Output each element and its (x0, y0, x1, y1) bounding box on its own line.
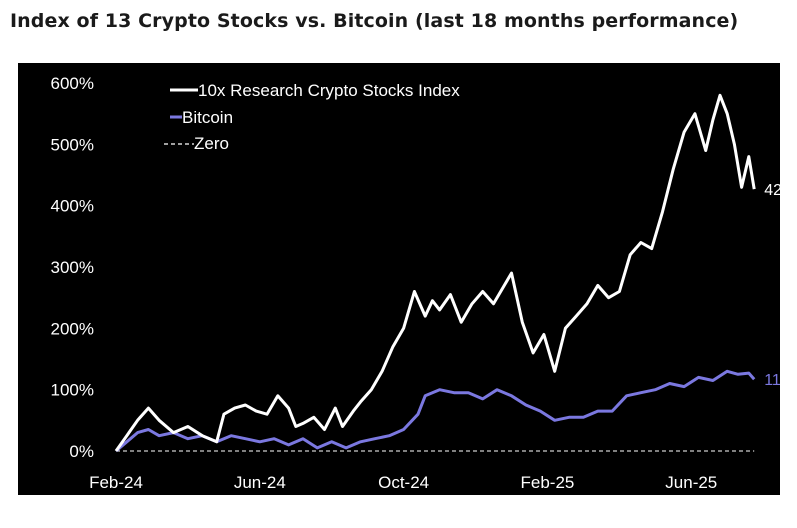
chart-panel: 0% 100% 200% 300% 400% 500% 600% Feb-24 Jun-24 O… (18, 63, 797, 495)
y-tick-label: 400% (51, 197, 94, 216)
y-tick-label: 100% (51, 381, 94, 400)
legend-zero-label: Zero (194, 134, 229, 153)
plot-area (114, 93, 756, 453)
legend: 10x Research Crypto Stocks Index Bitcoin… (164, 81, 460, 153)
x-tick-label: Jun-25 (665, 473, 717, 492)
x-tick-label: Jun-24 (234, 473, 286, 492)
bitcoin-end-label: 117% (764, 372, 780, 389)
index-line (114, 93, 756, 452)
y-tick-label: 500% (51, 135, 94, 154)
x-axis: Feb-24 Jun-24 Oct-24 Feb-25 Jun-25 (89, 473, 717, 492)
y-tick-label: 300% (51, 258, 94, 277)
y-tick-label: 0% (69, 442, 94, 461)
y-tick-label: 200% (51, 319, 94, 338)
x-tick-label: Oct-24 (378, 473, 429, 492)
y-tick-label: 600% (51, 74, 94, 93)
legend-bitcoin-label: Bitcoin (182, 108, 233, 127)
legend-index-label: 10x Research Crypto Stocks Index (198, 81, 460, 100)
line-chart: 0% 100% 200% 300% 400% 500% 600% Feb-24 Jun-24 O… (51, 74, 797, 492)
y-axis: 0% 100% 200% 300% 400% 500% 600% (51, 74, 94, 461)
page-title: Index of 13 Crypto Stocks vs. Bitcoin (l… (10, 10, 739, 32)
index-end-label: 427% (764, 182, 780, 199)
x-tick-label: Feb-25 (521, 473, 575, 492)
x-tick-label: Feb-24 (89, 473, 143, 492)
